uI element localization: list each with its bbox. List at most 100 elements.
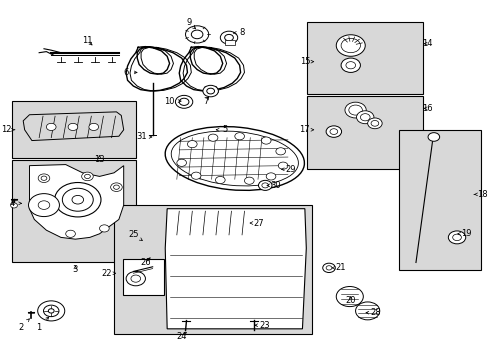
Circle shape: [341, 39, 360, 53]
Circle shape: [11, 203, 18, 208]
Bar: [306, 22, 422, 94]
Text: 5: 5: [216, 125, 227, 134]
Circle shape: [370, 121, 378, 126]
Polygon shape: [29, 165, 123, 239]
Bar: [114, 205, 311, 334]
Text: 22: 22: [102, 269, 116, 278]
Circle shape: [348, 105, 362, 115]
Circle shape: [275, 148, 285, 155]
Text: 14: 14: [421, 39, 431, 48]
Ellipse shape: [165, 127, 304, 190]
Text: 9: 9: [186, 18, 195, 29]
Circle shape: [179, 98, 188, 105]
Circle shape: [81, 172, 93, 181]
Text: 3: 3: [73, 265, 78, 274]
Circle shape: [177, 159, 186, 166]
Circle shape: [191, 172, 201, 179]
Circle shape: [258, 180, 271, 190]
Circle shape: [46, 123, 56, 131]
Polygon shape: [204, 87, 218, 96]
Circle shape: [344, 102, 366, 118]
Circle shape: [203, 85, 218, 97]
Circle shape: [265, 173, 275, 180]
Text: 12: 12: [1, 125, 15, 134]
Text: 7: 7: [203, 96, 208, 105]
Text: 2: 2: [19, 319, 29, 332]
Circle shape: [356, 111, 373, 124]
Circle shape: [367, 118, 382, 129]
Circle shape: [65, 230, 75, 237]
Text: 17: 17: [299, 125, 313, 134]
Circle shape: [68, 123, 78, 131]
Circle shape: [224, 35, 233, 41]
Bar: [224, 40, 234, 45]
Circle shape: [43, 305, 59, 317]
Text: 18: 18: [473, 190, 487, 199]
Circle shape: [360, 114, 369, 121]
Circle shape: [28, 194, 60, 217]
Circle shape: [185, 26, 208, 43]
Circle shape: [341, 58, 360, 72]
Bar: [306, 96, 422, 169]
Text: 24: 24: [176, 332, 186, 341]
Circle shape: [62, 188, 93, 211]
Text: 31: 31: [137, 132, 152, 141]
Circle shape: [234, 133, 244, 140]
Text: 30: 30: [266, 181, 281, 190]
Circle shape: [131, 275, 141, 282]
Circle shape: [452, 234, 461, 240]
Circle shape: [345, 62, 355, 69]
Circle shape: [447, 231, 465, 244]
Circle shape: [355, 302, 379, 320]
Bar: [12, 101, 136, 158]
Circle shape: [206, 88, 214, 94]
Circle shape: [38, 201, 50, 210]
Text: 23: 23: [254, 321, 269, 330]
Text: 1: 1: [37, 317, 49, 332]
Circle shape: [336, 35, 365, 56]
Circle shape: [191, 30, 203, 39]
Text: 6: 6: [123, 68, 137, 77]
Circle shape: [329, 129, 337, 134]
Circle shape: [72, 195, 83, 204]
Text: 4: 4: [10, 199, 21, 208]
Circle shape: [208, 134, 218, 141]
Circle shape: [113, 185, 119, 189]
Circle shape: [38, 174, 50, 183]
Text: 29: 29: [281, 165, 295, 174]
Text: 10: 10: [164, 96, 181, 105]
Text: 21: 21: [331, 264, 346, 273]
Text: 19: 19: [457, 229, 471, 238]
Bar: [172, 211, 249, 235]
Text: 13: 13: [94, 155, 104, 164]
Circle shape: [261, 137, 270, 144]
Polygon shape: [165, 209, 305, 329]
Text: 28: 28: [366, 308, 381, 317]
Circle shape: [110, 183, 122, 192]
Circle shape: [84, 174, 90, 179]
Circle shape: [41, 176, 47, 180]
Circle shape: [220, 31, 237, 44]
Circle shape: [427, 133, 439, 141]
Circle shape: [175, 95, 192, 108]
Circle shape: [215, 176, 224, 184]
Circle shape: [325, 266, 331, 270]
Bar: [122, 259, 163, 295]
Circle shape: [278, 162, 287, 169]
Circle shape: [336, 287, 363, 307]
Circle shape: [325, 126, 341, 137]
Circle shape: [126, 271, 145, 286]
Bar: [12, 160, 136, 262]
Text: 8: 8: [233, 28, 244, 37]
Circle shape: [100, 225, 109, 232]
Text: 26: 26: [140, 258, 150, 267]
Circle shape: [262, 183, 268, 188]
Text: 16: 16: [421, 104, 431, 113]
Ellipse shape: [171, 131, 298, 186]
Circle shape: [89, 123, 99, 131]
Text: 11: 11: [82, 36, 93, 45]
Text: 27: 27: [249, 219, 264, 228]
Text: 25: 25: [128, 230, 142, 240]
Circle shape: [244, 177, 254, 184]
Circle shape: [55, 183, 101, 217]
